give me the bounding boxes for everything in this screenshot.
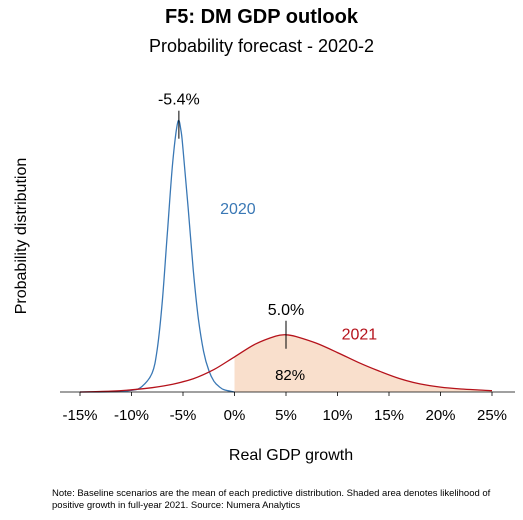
x-tick-label: -15% (62, 407, 97, 424)
x-tick-label: 15% (374, 407, 404, 424)
x-tick-label: -10% (114, 407, 149, 424)
gdp-probability-chart: -5.4% 2020 5.0% 2021 82% -15% -10% -5% 0% 5% 10% 1… (13, 92, 515, 464)
x-tick-label: 0% (224, 407, 246, 424)
x-axis-ticks: -15% -10% -5% 0% 5% 10% 15% 20% 25% (62, 392, 507, 424)
baseline-label-2021: 5.0% (268, 302, 304, 319)
x-tick-label: 5% (275, 407, 297, 424)
shaded-area-2021 (234, 334, 492, 392)
chart-title: F5: DM GDP outlook (165, 6, 358, 28)
x-tick-label: 25% (477, 407, 507, 424)
footnote: Note: Baseline scenarios are the mean of… (52, 488, 491, 511)
plot-area: -5.4% 2020 5.0% 2021 82% (79, 92, 493, 393)
series-label-2021: 2021 (342, 326, 378, 343)
chart-subtitle: Probability forecast - 2020-2 (148, 36, 375, 56)
x-tick-label: -5% (170, 407, 197, 424)
y-axis-label: Probability distribution (13, 158, 30, 315)
shaded-probability-label: 82% (275, 367, 305, 384)
x-tick-label: 20% (425, 407, 455, 424)
distribution-curve-2020 (79, 119, 235, 393)
baseline-label-2020: -5.4% (158, 92, 200, 109)
x-axis-label: Real GDP growth (229, 447, 353, 464)
series-label-2020: 2020 (220, 201, 256, 218)
x-tick-label: 10% (322, 407, 352, 424)
distribution-curve-2021 (79, 334, 493, 393)
